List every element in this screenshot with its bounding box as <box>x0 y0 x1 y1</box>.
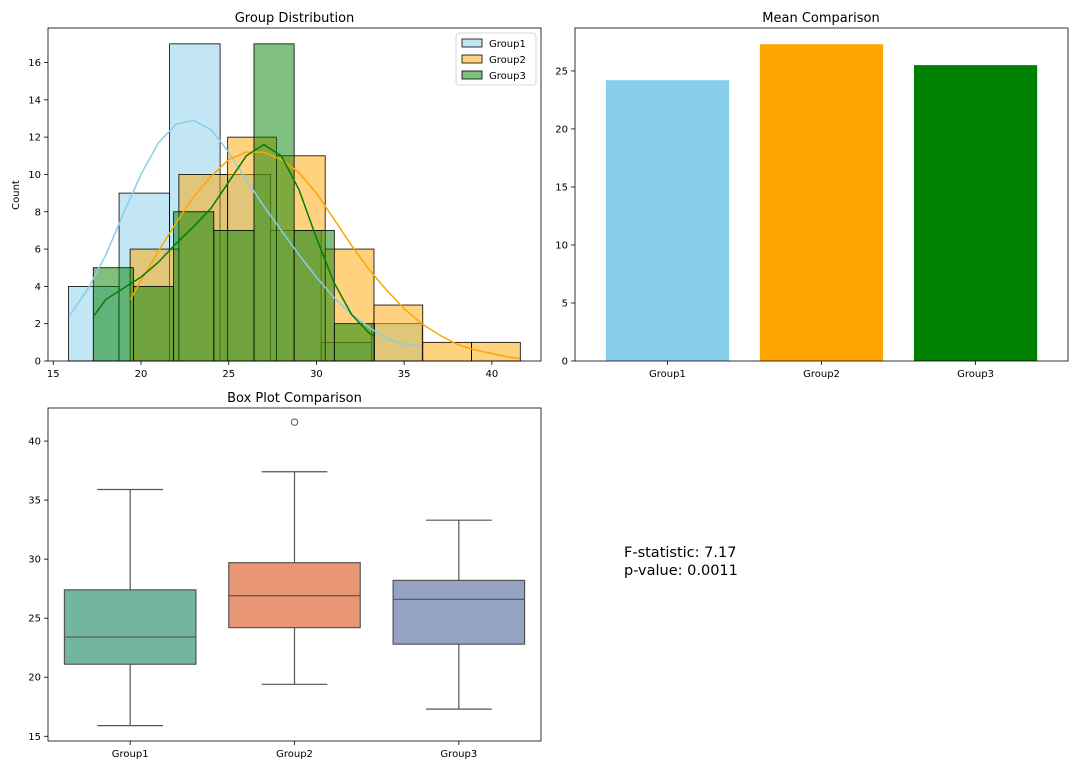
hist-bar-group2 <box>373 304 424 362</box>
bar-xtick-label: Group3 <box>957 369 994 380</box>
box-xtick-label: Group3 <box>440 749 477 760</box>
hist-bar-group3 <box>173 211 215 362</box>
box-ytick-label: 30 <box>28 555 41 566</box>
mean-bar-group1 <box>605 80 730 361</box>
box-ytick-label: 25 <box>28 614 41 625</box>
legend-swatch-group3 <box>461 70 483 80</box>
hist-bar-group3 <box>213 230 255 362</box>
bar-ytick-label: 15 <box>555 182 568 193</box>
hist-ytick-label: 0 <box>35 357 41 368</box>
hist-xtick-label: 30 <box>310 369 323 380</box>
hist-ytick-label: 8 <box>35 207 41 218</box>
hist-bar-group3 <box>293 230 335 362</box>
hist-bar-group3 <box>92 267 134 362</box>
stats-annotation: F-statistic: 7.17 p-value: 0.0011 <box>624 545 738 579</box>
mean-bar-group2 <box>759 44 884 362</box>
box-ytick-label: 40 <box>28 437 41 448</box>
hist-xtick-label: 15 <box>47 369 60 380</box>
histogram-legend: Group1 Group2 Group3 <box>455 32 537 86</box>
histogram-title: Group Distribution <box>235 11 355 26</box>
f-statistic-text: F-statistic: 7.17 <box>624 545 736 561</box>
p-value-text: p-value: 0.0011 <box>624 563 738 579</box>
hist-bar-group3 <box>253 43 295 362</box>
histogram-ylabel: Count <box>11 180 22 210</box>
box-group3 <box>392 579 526 645</box>
outlier-group2 <box>290 418 299 426</box>
bar-title: Mean Comparison <box>762 11 879 26</box>
bar-xtick-label: Group2 <box>803 369 840 380</box>
legend-swatch-group2 <box>461 54 483 64</box>
bar-ytick-label: 0 <box>562 357 568 368</box>
hist-bar-group3 <box>133 285 175 362</box>
bar-ytick-label: 10 <box>555 240 568 251</box>
hist-xtick-label: 40 <box>486 369 499 380</box>
box-title: Box Plot Comparison <box>227 391 362 406</box>
histogram-panel: Group Distribution Count 15 20 25 30 35 40 0 2… <box>11 11 542 380</box>
hist-ytick-label: 6 <box>35 245 41 256</box>
kde-line-group2 <box>129 151 520 359</box>
histogram-frame <box>47 27 542 362</box>
kde-line-group3 <box>92 143 375 338</box>
hist-xtick-label: 35 <box>398 369 411 380</box>
hist-xtick-label: 25 <box>222 369 235 380</box>
kde-line-group1 <box>68 119 422 347</box>
box-xtick-label: Group1 <box>112 749 149 760</box>
hist-ytick-label: 10 <box>28 170 41 181</box>
box-ytick-label: 15 <box>28 732 41 743</box>
hist-bar-group3 <box>333 323 375 362</box>
box-plot-panel: Box Plot Comparison Group1 Group2 Group3 1… <box>28 391 542 760</box>
hist-xtick-label: 20 <box>135 369 148 380</box>
box-ytick-label: 35 <box>28 496 41 507</box>
box-ytick-label: 20 <box>28 673 41 684</box>
hist-ytick-label: 16 <box>28 58 41 69</box>
hist-bar-group2 <box>422 341 472 362</box>
box-xtick-label: Group2 <box>276 749 313 760</box>
box-group1 <box>63 589 197 665</box>
bar-ytick-label: 25 <box>555 66 568 77</box>
hist-ytick-label: 14 <box>28 95 41 106</box>
bar-xtick-label: Group1 <box>649 369 686 380</box>
legend-label-group3: Group3 <box>489 71 526 82</box>
bar-ytick-label: 5 <box>562 298 568 309</box>
mean-bar-group3 <box>913 65 1038 362</box>
hist-ytick-label: 12 <box>28 133 41 144</box>
legend-label-group2: Group2 <box>489 55 526 66</box>
legend-label-group1: Group1 <box>489 39 526 50</box>
legend-swatch-group1 <box>461 38 483 48</box>
hist-ytick-label: 2 <box>35 319 41 330</box>
bar-ytick-label: 20 <box>555 124 568 135</box>
hist-ytick-label: 4 <box>35 282 41 293</box>
mean-bar-panel: Mean Comparison Group1 Group2 Group3 0 5 10 1… <box>555 11 1069 380</box>
